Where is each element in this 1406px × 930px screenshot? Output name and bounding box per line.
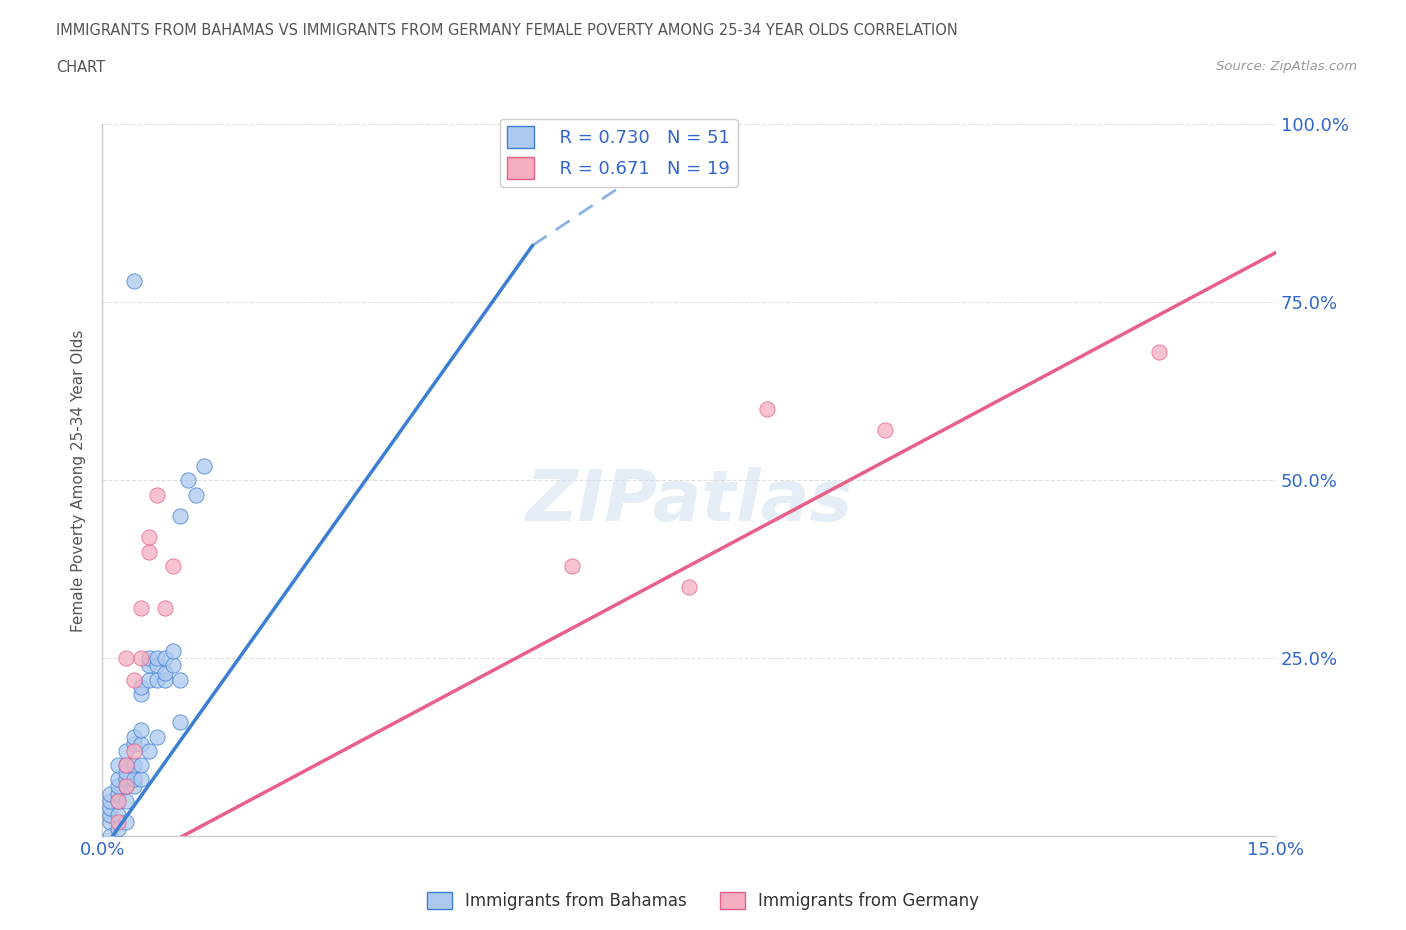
Point (122, 758, 145, 773)
Point (153, 651, 176, 666)
Point (98, 801, 121, 816)
Point (114, 758, 136, 773)
Point (146, 651, 169, 666)
Point (98, 829, 121, 844)
Point (107, 793, 129, 808)
Point (153, 665, 176, 680)
Point (138, 544, 160, 559)
Point (107, 815, 129, 830)
Point (146, 658, 169, 673)
Point (114, 758, 136, 773)
Point (873, 423, 896, 438)
Legend: Immigrants from Bahamas, Immigrants from Germany: Immigrants from Bahamas, Immigrants from… (420, 885, 986, 917)
Point (122, 737, 145, 751)
Point (169, 672, 191, 687)
Point (114, 815, 136, 830)
Point (114, 764, 136, 779)
Point (107, 793, 129, 808)
Point (107, 822, 129, 837)
Point (193, 458, 215, 473)
Point (169, 715, 191, 730)
Point (131, 686, 153, 701)
Point (98, 815, 121, 830)
Point (153, 672, 176, 687)
Point (122, 672, 145, 687)
Point (114, 651, 136, 666)
Point (177, 472, 200, 487)
Point (122, 779, 145, 794)
Point (146, 672, 169, 687)
Point (131, 758, 153, 773)
Point (146, 729, 169, 744)
Point (678, 579, 700, 594)
Point (114, 779, 136, 794)
Legend:   R = 0.730   N = 51,   R = 0.671   N = 19: R = 0.730 N = 51, R = 0.671 N = 19 (499, 119, 738, 187)
Point (153, 601, 176, 616)
Point (131, 680, 153, 695)
Point (114, 793, 136, 808)
Point (114, 779, 136, 794)
Point (1147, 345, 1170, 360)
Point (122, 743, 145, 758)
Point (138, 651, 160, 666)
Text: ZIPatlas: ZIPatlas (526, 467, 853, 537)
Point (107, 772, 129, 787)
Point (122, 729, 145, 744)
Point (114, 772, 136, 787)
Text: CHART: CHART (56, 60, 105, 75)
Point (114, 743, 136, 758)
Point (169, 509, 191, 524)
Point (107, 758, 129, 773)
Point (107, 779, 129, 794)
Text: IMMIGRANTS FROM BAHAMAS VS IMMIGRANTS FROM GERMANY FEMALE POVERTY AMONG 25-34 YE: IMMIGRANTS FROM BAHAMAS VS IMMIGRANTS FR… (56, 23, 957, 38)
Point (122, 772, 145, 787)
Point (138, 530, 160, 545)
Point (146, 487, 169, 502)
Point (184, 487, 207, 502)
Point (138, 743, 160, 758)
Point (162, 658, 184, 673)
Point (131, 651, 153, 666)
Point (98, 793, 121, 808)
Point (756, 402, 779, 417)
Point (138, 672, 160, 687)
Point (138, 658, 160, 673)
Point (561, 558, 583, 573)
Point (131, 601, 153, 616)
Y-axis label: Female Poverty Among 25-34 Year Olds: Female Poverty Among 25-34 Year Olds (72, 329, 86, 631)
Point (98, 786, 121, 801)
Point (107, 807, 129, 822)
Text: Source: ZipAtlas.com: Source: ZipAtlas.com (1216, 60, 1357, 73)
Point (131, 772, 153, 787)
Point (131, 737, 153, 751)
Point (162, 558, 184, 573)
Point (122, 273, 145, 288)
Point (98, 807, 121, 822)
Point (162, 644, 184, 658)
Point (107, 786, 129, 801)
Point (131, 722, 153, 737)
